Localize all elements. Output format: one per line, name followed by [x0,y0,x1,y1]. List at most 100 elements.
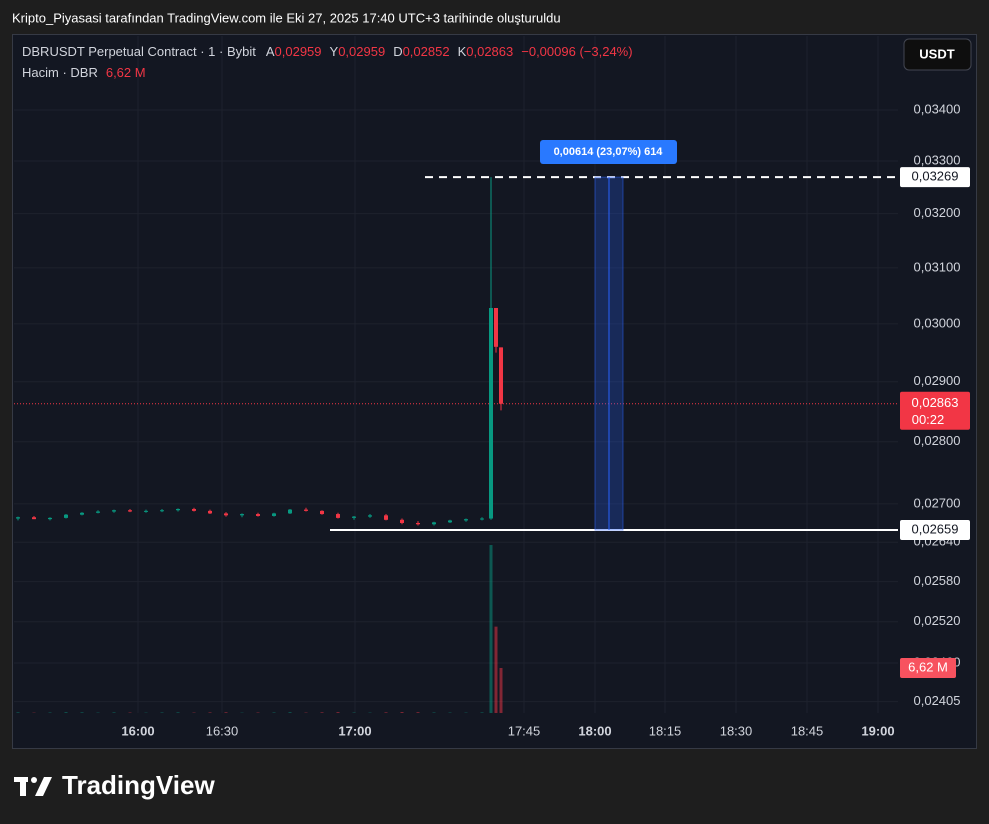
brand-logo [14,777,52,796]
x-tick-label: 18:45 [791,723,824,738]
volume-bar [400,712,404,713]
candle-body [192,508,196,511]
candle-body [176,508,180,511]
ohlc: A0,02959 Y0,02959 D0,02852 K0,02863 [266,44,513,59]
candle-body [384,515,388,520]
brand: TradingView [62,770,215,800]
ohlc-key: Y [330,44,339,59]
candle-body [144,510,148,512]
y-tick-label: 0,02700 [914,495,961,510]
candle-body [494,308,498,347]
logo-part [35,777,52,796]
x-tick-label: 18:00 [578,723,611,738]
x-tick-label: 18:30 [720,723,753,738]
plot [14,176,898,713]
y-tick-label: 0,02405 [914,693,961,708]
last-price-label: 0,02863 [912,395,959,410]
candle-body [320,510,324,515]
volume-bar [80,712,84,713]
candle-body [32,517,36,520]
candle-body [240,514,244,516]
ohlc-value: 0,02863 [466,44,513,59]
currency-button[interactable] [903,38,972,71]
ohlc-key: A [266,44,275,59]
candle-body [112,510,116,512]
volume-bar [16,712,20,713]
change: −0,00096 (−3,24%) [521,44,632,59]
volume-bar [384,712,388,713]
x-tick-label: 17:00 [338,723,371,738]
candle-body [48,517,52,520]
candle-body [432,522,436,525]
volume-bar [320,712,324,713]
y-tick-label: 0,03300 [914,152,961,167]
y-tick-label: 0,02900 [914,373,961,388]
symbol: DBRUSDT Perpetual Contract · 1 · Bybit [22,44,256,59]
candle-body [480,518,484,520]
candle-body [208,510,212,514]
candle-body [256,514,260,516]
candle-body [400,519,404,523]
ohlc-value: 0,02959 [338,44,385,59]
candle-body [224,513,228,516]
measure-label-box [540,140,677,164]
header: Kripto_Piyasasi tarafından TradingView.c… [12,10,561,25]
legend-line: DBRUSDT Perpetual Contract · 1 · Bybit A0… [22,44,633,59]
y-tick-label: 0,03100 [914,259,961,274]
candle-body [368,515,372,517]
candle-body [16,517,20,519]
candle-body [96,511,100,513]
volume-bar [272,712,276,713]
candle-body [272,513,276,516]
y-tick-label: 0,03200 [914,205,961,220]
candle-body [336,514,340,518]
volume-bar [224,712,228,713]
measure-label: 0,00614 (23,07%) 614 [554,146,664,158]
volume-bar [336,712,340,713]
volume-bar [160,712,164,713]
currency-label[interactable]: USDT [919,46,954,61]
volume-bar [288,712,292,713]
volume-bar [112,712,116,713]
price-line-tag [900,520,970,541]
volume-bar [494,626,498,713]
last-price-tag [900,391,970,430]
candle-body [489,308,493,519]
price-line-label: 0,03269 [912,169,959,184]
x-tick-label: 17:45 [508,723,541,738]
candle-body [352,516,356,518]
candle-body [160,510,164,512]
volume-bar [416,712,420,713]
volume-bar [480,712,484,713]
candle-body [64,514,68,518]
countdown: 00:22 [912,412,945,427]
volume-bar [48,712,52,713]
volume-legend: Hacim · DBR 6,62 M [22,65,146,80]
candle-body [288,509,292,514]
y-tick-label: 0,03000 [914,315,961,330]
x-tick-label: 18:15 [649,723,682,738]
last-volume-label: 6,62 M [908,659,948,674]
price-line-tag [900,167,970,188]
x-tick-label: 16:30 [206,723,239,738]
ohlc-key: D [393,44,402,59]
ohlc-key: K [458,44,467,59]
volume-bar [499,667,503,713]
x-tick-label: 16:00 [121,723,154,738]
candle-body [416,522,420,525]
logo-part [31,777,37,783]
candle-body [464,519,468,521]
candle-body [499,347,503,404]
y-tick-label: 0,03400 [914,101,961,116]
volume-bar [176,712,180,713]
volume-bar [432,712,436,713]
volume-label: Hacim · DBR [22,65,98,80]
ohlc-value: 0,02852 [403,44,450,59]
volume-bar [64,712,68,713]
candle-body [80,512,84,515]
last-volume-tag [900,657,956,678]
ohlc-value: 0,02959 [275,44,322,59]
y-tick-label: 0,02580 [914,573,961,588]
candle-body [128,510,132,512]
